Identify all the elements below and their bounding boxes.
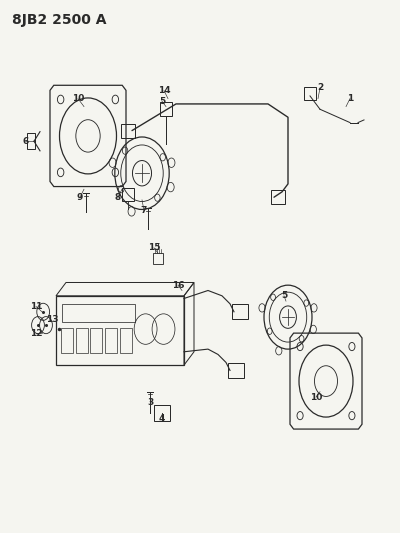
Text: 7: 7 (141, 206, 147, 215)
Text: 2: 2 (317, 84, 323, 92)
Text: 15: 15 (148, 244, 160, 252)
Text: 13: 13 (46, 316, 58, 324)
Text: 9: 9 (77, 193, 83, 201)
Text: 10: 10 (310, 393, 322, 401)
Text: 12: 12 (30, 329, 42, 337)
Text: 6: 6 (23, 137, 29, 146)
Text: 3: 3 (147, 398, 153, 407)
Text: 1: 1 (347, 94, 353, 103)
Text: 11: 11 (30, 302, 42, 311)
Text: 8: 8 (115, 193, 121, 201)
Text: 5: 5 (281, 292, 287, 300)
Text: 8JB2 2500 A: 8JB2 2500 A (12, 13, 106, 27)
Text: 16: 16 (172, 281, 184, 289)
Text: 4: 4 (159, 414, 165, 423)
Text: 14: 14 (158, 86, 170, 95)
Text: 10: 10 (72, 94, 84, 103)
Text: 5: 5 (159, 97, 165, 106)
